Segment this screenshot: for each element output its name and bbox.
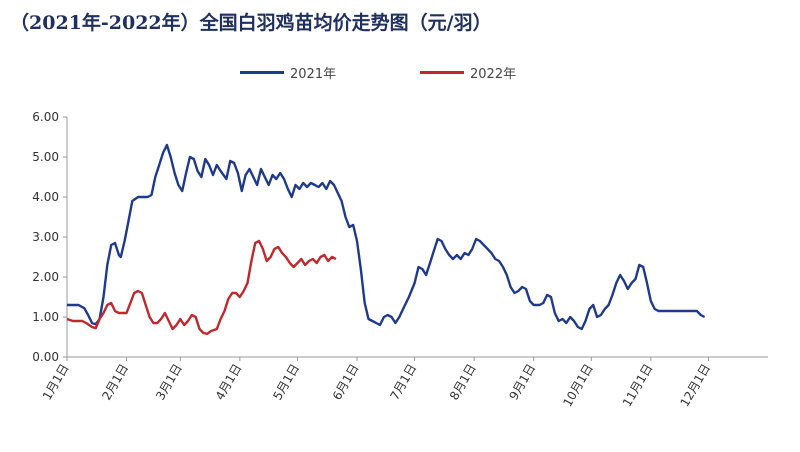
x-tick-label: 5月1日 bbox=[270, 362, 302, 403]
y-tick-label: 0.00 bbox=[32, 350, 59, 364]
x-tick-label: 1月1日 bbox=[40, 362, 72, 403]
chart-title: （2021年-2022年）全国白羽鸡苗均价走势图（元/羽） bbox=[10, 12, 492, 34]
x-tick-label: 2月1日 bbox=[99, 362, 131, 403]
y-tick-label: 2.00 bbox=[32, 270, 59, 284]
legend-label-2022: 2022年 bbox=[470, 67, 517, 82]
legend: 2021年 2022年 bbox=[0, 63, 800, 83]
x-tick-label: 9月1日 bbox=[507, 362, 539, 403]
y-tick-label: 3.00 bbox=[32, 230, 59, 244]
x-tick-label: 3月1日 bbox=[153, 362, 185, 403]
x-tick-label: 4月1日 bbox=[213, 362, 245, 403]
y-tick-label: 6.00 bbox=[32, 110, 59, 124]
legend-item-2021: 2021年 bbox=[240, 63, 336, 82]
x-tick-label: 11月1日 bbox=[620, 362, 656, 410]
x-tick-label: 6月1日 bbox=[330, 362, 362, 403]
series-line-2021 bbox=[67, 143, 706, 331]
legend-item-2022: 2022年 bbox=[420, 63, 516, 82]
x-tick-label: 7月1日 bbox=[387, 362, 419, 403]
legend-swatch-2022 bbox=[420, 71, 464, 74]
x-tick-label: 8月1日 bbox=[447, 361, 479, 402]
series-line-2022 bbox=[66, 239, 337, 335]
y-tick-label: 1.00 bbox=[32, 310, 59, 324]
legend-label-2021: 2021年 bbox=[290, 67, 337, 82]
x-tick-label: 10月1日 bbox=[560, 362, 596, 410]
y-tick-label: 4.00 bbox=[32, 190, 59, 204]
x-tick-label: 12月1日 bbox=[677, 362, 713, 410]
y-tick-label: 5.00 bbox=[32, 150, 59, 164]
legend-swatch-2021 bbox=[240, 71, 284, 74]
